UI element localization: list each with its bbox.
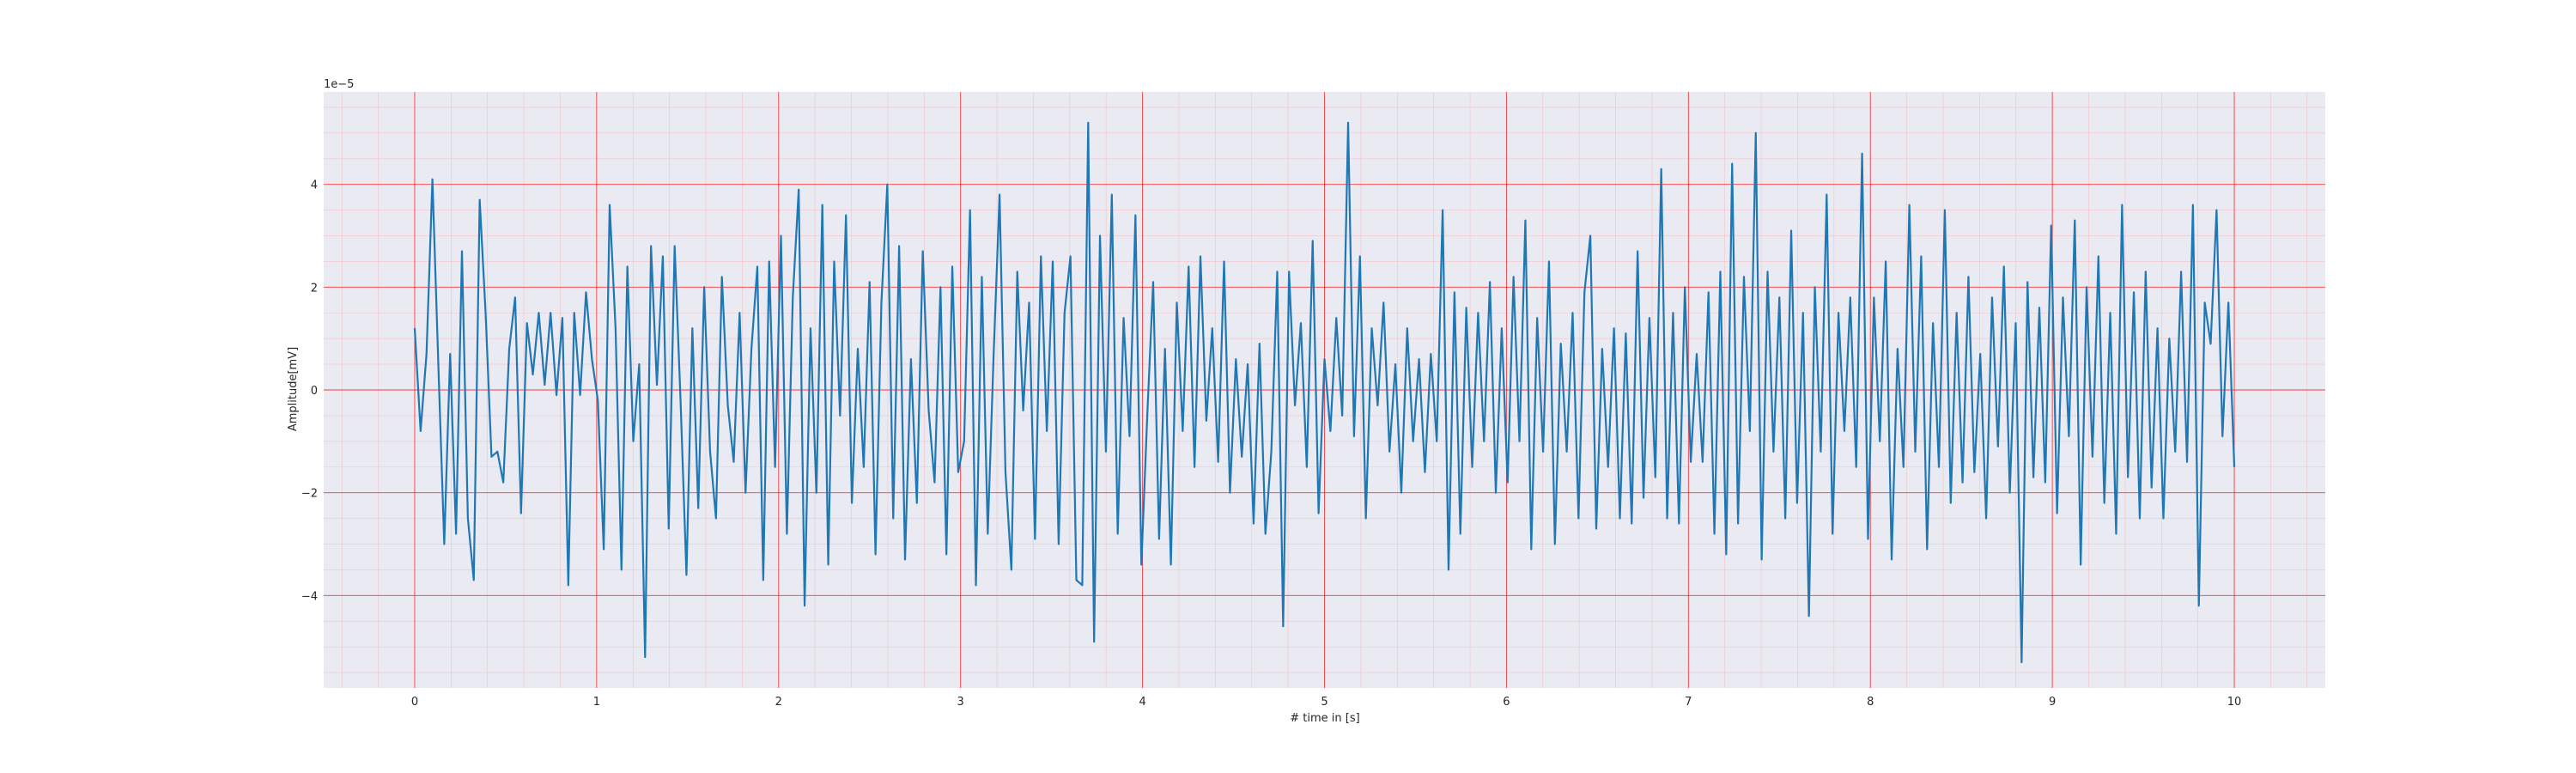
series-layer	[413, 121, 2236, 664]
x-tick-label: 3	[957, 696, 964, 709]
x-tick-label: 1	[593, 696, 600, 709]
x-tick-label: 4	[1139, 696, 1145, 709]
x-axis-label: # time in [s]	[1290, 712, 1359, 725]
x-tick-label: 0	[411, 696, 418, 709]
x-tick-label: 5	[1321, 696, 1327, 709]
x-tick-label: 10	[2227, 696, 2242, 709]
y-axis-label: Amplitude[mV]	[287, 347, 300, 431]
y-tick-label: 2	[311, 282, 318, 295]
grid	[324, 92, 2325, 688]
x-tick-label: 6	[1503, 696, 1510, 709]
x-tick-label: 8	[1867, 696, 1874, 709]
y-axis-offset-label: 1e−5	[324, 78, 354, 91]
y-tick-label: 0	[311, 385, 318, 398]
x-tick-label: 7	[1685, 696, 1692, 709]
x-tick-label: 9	[2049, 696, 2056, 709]
y-tick-label: −2	[301, 488, 318, 501]
x-tick-label: 2	[775, 696, 782, 709]
y-axis-ticks: −4 −2 0 2 4	[301, 180, 318, 604]
x-axis-ticks: 0 1 2 3 4 5 6 7 8 9 10	[411, 696, 2242, 709]
series-line-0	[413, 121, 2236, 664]
y-tick-label: −4	[301, 590, 318, 603]
y-tick-label: 4	[311, 180, 318, 192]
